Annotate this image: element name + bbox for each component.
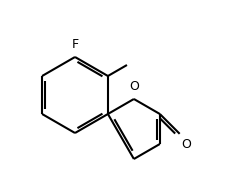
Text: O: O (182, 138, 192, 151)
Text: O: O (129, 80, 139, 93)
Text: F: F (71, 38, 79, 51)
